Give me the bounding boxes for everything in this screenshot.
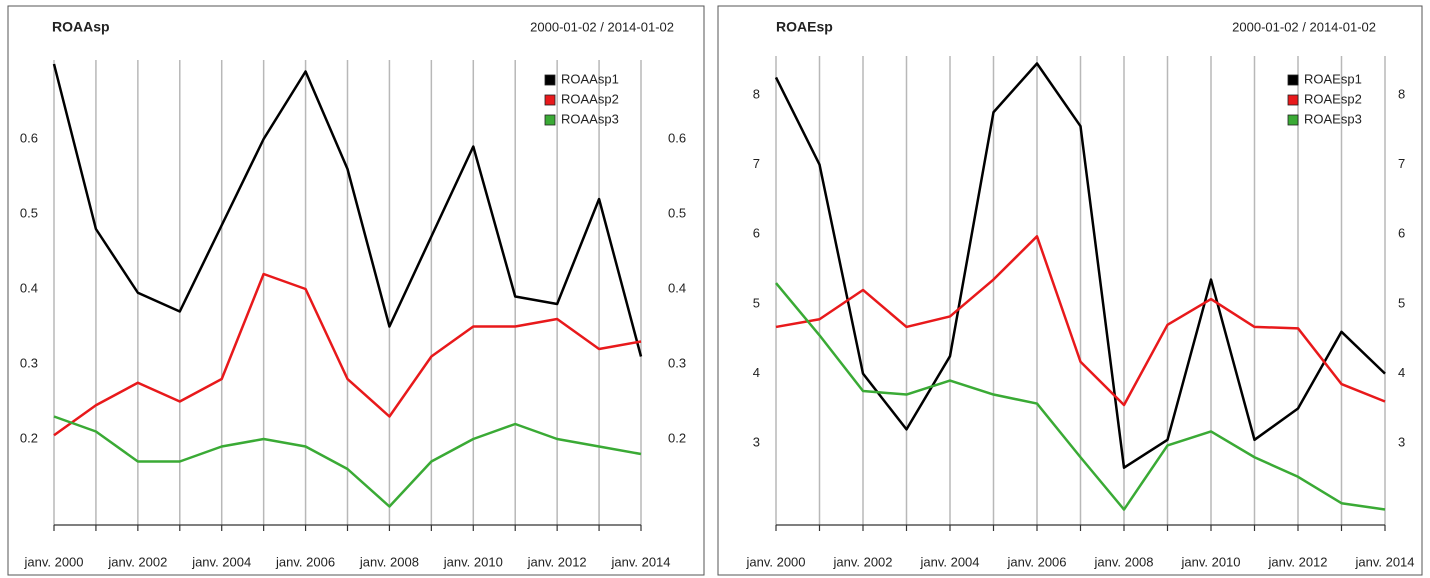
y-tick-label: 0.3 bbox=[20, 355, 38, 370]
data-line bbox=[775, 282, 1386, 511]
legend-label: ROAAsp2 bbox=[561, 91, 619, 106]
y2-tick-label: 4 bbox=[1398, 365, 1405, 380]
y-tick-label: 6 bbox=[753, 226, 760, 241]
chart-subtitle: 2000-01-02 / 2014-01-02 bbox=[1232, 19, 1376, 34]
data-line bbox=[53, 272, 642, 437]
x-tick-label: janv. 2010 bbox=[1180, 554, 1240, 569]
y-tick-label: 0.6 bbox=[20, 130, 38, 145]
x-tick-label: janv. 2006 bbox=[1006, 554, 1066, 569]
y2-tick-label: 0.4 bbox=[668, 280, 686, 295]
y-tick-label: 0.5 bbox=[20, 205, 38, 220]
data-line bbox=[52, 63, 643, 357]
y-tick-label: 0.4 bbox=[20, 280, 38, 295]
data-line bbox=[53, 415, 642, 508]
y-tick-label: 7 bbox=[753, 156, 760, 171]
x-tick-label: janv. 2012 bbox=[527, 554, 587, 569]
legend-label: ROAEsp2 bbox=[1304, 91, 1362, 106]
y2-tick-label: 0.5 bbox=[668, 205, 686, 220]
panel-frame bbox=[7, 5, 705, 576]
legend-swatch bbox=[544, 94, 556, 106]
x-tick-label: janv. 2014 bbox=[1354, 554, 1414, 569]
x-tick-label: janv. 2010 bbox=[443, 554, 503, 569]
y2-tick-label: 0.2 bbox=[668, 430, 686, 445]
y2-tick-label: 7 bbox=[1398, 156, 1405, 171]
x-tick-label: janv. 2008 bbox=[1093, 554, 1153, 569]
y2-tick-label: 0.3 bbox=[668, 355, 686, 370]
y-tick-label: 3 bbox=[753, 435, 760, 450]
y-tick-label: 8 bbox=[753, 86, 760, 101]
x-tick-label: janv. 2002 bbox=[107, 554, 167, 569]
legend-swatch bbox=[1287, 94, 1299, 106]
chart-title: ROAAsp bbox=[52, 19, 110, 35]
x-tick-label: janv. 2004 bbox=[919, 554, 979, 569]
y2-tick-label: 0.6 bbox=[668, 130, 686, 145]
x-tick-label: janv. 2002 bbox=[832, 554, 892, 569]
legend-label: ROAAsp3 bbox=[561, 111, 619, 126]
x-tick-label: janv. 2014 bbox=[610, 554, 670, 569]
legend-swatch bbox=[544, 74, 556, 86]
legend-swatch bbox=[1287, 74, 1299, 86]
y-tick-label: 0.2 bbox=[20, 430, 38, 445]
x-tick-label: janv. 2000 bbox=[745, 554, 805, 569]
chart-title: ROAEsp bbox=[776, 19, 833, 35]
y-tick-label: 4 bbox=[753, 365, 760, 380]
x-tick-label: janv. 2004 bbox=[191, 554, 251, 569]
chart-subtitle: 2000-01-02 / 2014-01-02 bbox=[530, 19, 674, 34]
x-tick-label: janv. 2000 bbox=[23, 554, 83, 569]
y2-tick-label: 6 bbox=[1398, 226, 1405, 241]
legend-label: ROAAsp1 bbox=[561, 71, 619, 86]
y2-tick-label: 3 bbox=[1398, 435, 1405, 450]
y2-tick-label: 8 bbox=[1398, 86, 1405, 101]
x-tick-label: janv. 2012 bbox=[1267, 554, 1327, 569]
x-tick-label: janv. 2008 bbox=[359, 554, 419, 569]
legend-label: ROAEsp1 bbox=[1304, 71, 1362, 86]
y-tick-label: 5 bbox=[753, 295, 760, 310]
legend-label: ROAEsp3 bbox=[1304, 111, 1362, 126]
x-tick-label: janv. 2006 bbox=[275, 554, 335, 569]
legend-swatch bbox=[1287, 114, 1299, 126]
y2-tick-label: 5 bbox=[1398, 295, 1405, 310]
data-line bbox=[775, 235, 1386, 407]
legend-swatch bbox=[544, 114, 556, 126]
panel-frame bbox=[717, 5, 1423, 576]
